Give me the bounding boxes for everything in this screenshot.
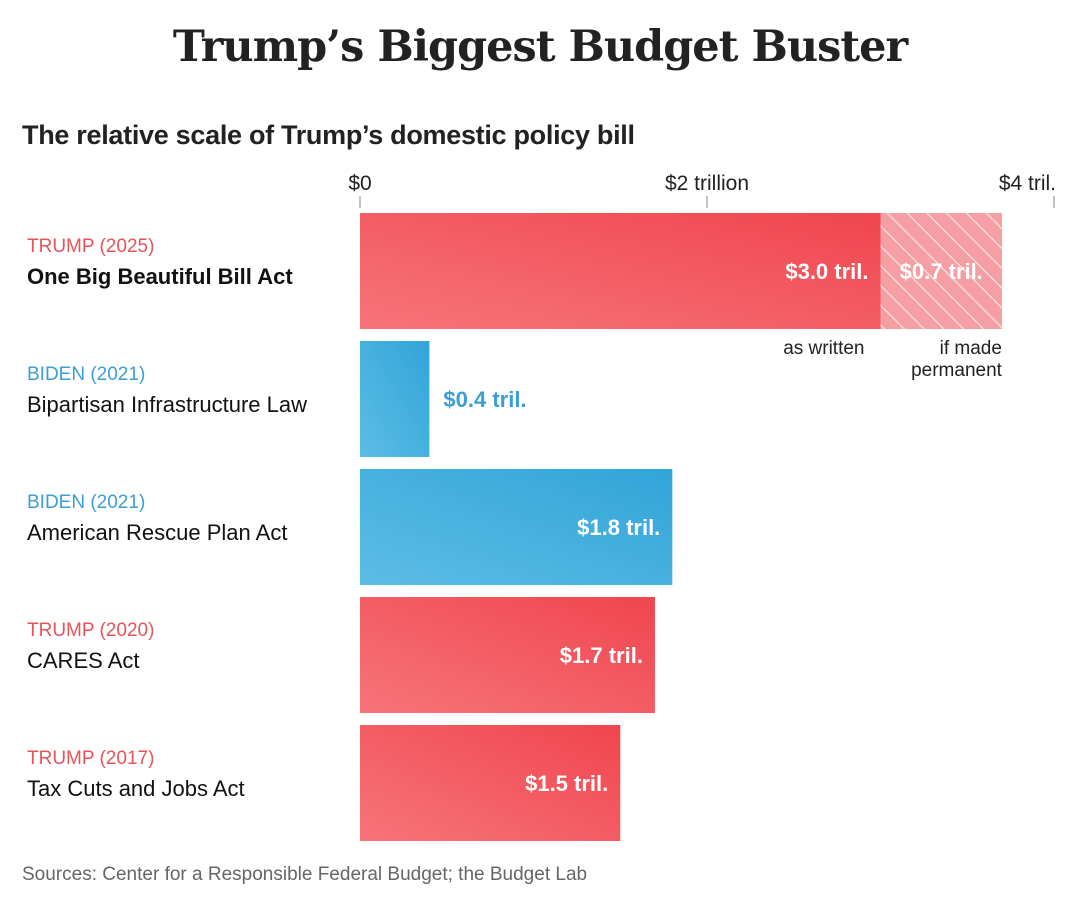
bar-segment: [360, 725, 621, 841]
bar-value-label: $1.8 tril.: [577, 515, 660, 540]
bar-segment: [360, 597, 655, 713]
bar-value-label: $0.7 tril.: [900, 259, 983, 284]
bar-value-label: $1.7 tril.: [560, 643, 643, 668]
bar-value-label: $0.4 tril.: [443, 387, 526, 412]
bar-segment: [360, 469, 673, 585]
bar-name-label: CARES Act: [27, 648, 139, 673]
chart-subtitle: The relative scale of Trump’s domestic p…: [22, 120, 635, 150]
bar-name-label: Tax Cuts and Jobs Act: [27, 776, 245, 801]
bar-name-label: One Big Beautiful Bill Act: [27, 264, 293, 289]
bar-value-label: $3.0 tril.: [785, 259, 868, 284]
bar-party-label: TRUMP (2020): [27, 620, 154, 641]
page-title: Trump’s Biggest Budget Buster: [172, 22, 908, 72]
axis-tick-label: $0: [348, 172, 371, 195]
bar-segment: [880, 213, 1002, 329]
axis-tick-label: $4 tril.: [999, 172, 1056, 195]
bar-party-label: BIDEN (2021): [27, 364, 145, 385]
segment-note: permanent: [911, 360, 1003, 381]
axis-tick-label: $2 trillion: [665, 172, 749, 195]
bar-segment: [360, 341, 430, 457]
segment-note: as written: [783, 338, 864, 359]
bar-name-label: Bipartisan Infrastructure Law: [27, 392, 307, 417]
bar-name-label: American Rescue Plan Act: [27, 520, 287, 545]
bar-segment: [360, 213, 881, 329]
segment-note: if made: [940, 338, 1002, 359]
bar-value-label: $1.5 tril.: [525, 771, 608, 796]
bar-party-label: BIDEN (2021): [27, 492, 145, 513]
source-note: Sources: Center for a Responsible Federa…: [22, 864, 588, 885]
bar-party-label: TRUMP (2025): [27, 236, 154, 257]
bar-party-label: TRUMP (2017): [27, 748, 154, 769]
